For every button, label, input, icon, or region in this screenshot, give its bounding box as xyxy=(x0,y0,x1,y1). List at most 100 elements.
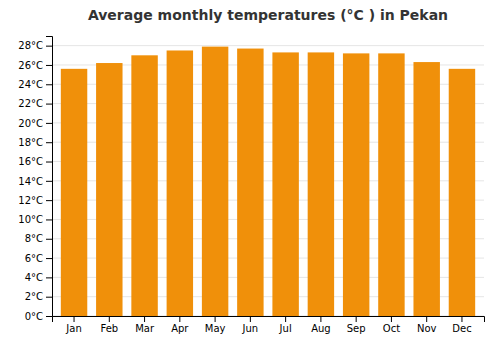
y-tick-mark xyxy=(46,181,52,182)
y-tick-label: 8°C xyxy=(25,233,43,244)
x-tick-label: Jan xyxy=(65,323,81,334)
y-tick: 12°C xyxy=(18,195,52,206)
bar xyxy=(308,52,334,316)
bar xyxy=(96,63,122,316)
bar xyxy=(237,49,263,316)
y-tick: 8°C xyxy=(25,233,52,244)
y-tick-mark xyxy=(46,65,52,66)
y-tick-mark xyxy=(46,239,52,240)
y-tick: 14°C xyxy=(18,176,52,187)
y-tick-label: 20°C xyxy=(18,118,43,129)
x-tick-label: Apr xyxy=(171,323,189,334)
y-tick-mark xyxy=(46,200,52,201)
x-tick-mark xyxy=(461,316,462,322)
y-tick: 28°C xyxy=(18,40,52,51)
y-tick-label: 4°C xyxy=(25,272,43,283)
bar xyxy=(167,50,193,316)
x-tick-label: Aug xyxy=(311,323,331,334)
x-tick-label: Mar xyxy=(135,323,155,334)
x-tick-mark xyxy=(320,316,321,322)
y-tick-mark xyxy=(46,316,52,317)
y-tick-mark xyxy=(46,46,52,47)
x-tick-label: Dec xyxy=(452,323,471,334)
y-tick-label: 16°C xyxy=(18,156,43,167)
y-axis-line xyxy=(46,37,53,317)
y-tick: 4°C xyxy=(25,272,52,283)
x-tick-mark xyxy=(356,316,357,322)
y-tick-label: 10°C xyxy=(18,214,43,225)
bar xyxy=(131,55,157,316)
x-tick-mark xyxy=(391,316,392,322)
y-tick: 18°C xyxy=(18,137,52,148)
y-tick-mark xyxy=(46,162,52,163)
x-tick-label: Jul xyxy=(279,323,292,334)
x-tick: Nov xyxy=(417,316,437,334)
y-tick: 0°C xyxy=(25,311,52,322)
y-tick: 22°C xyxy=(18,98,52,109)
x-tick-mark xyxy=(285,316,286,322)
y-tick-label: 26°C xyxy=(18,60,43,71)
y-tick-mark xyxy=(46,258,52,259)
x-tick: Jan xyxy=(65,316,81,334)
chart: 0°C 2°C 4°C 6°C 8°C 10°C 12°C 14°C 16°C 18°C 20°C 2… xyxy=(0,0,500,350)
y-tick-mark xyxy=(46,219,52,220)
y-tick: 24°C xyxy=(18,79,52,90)
y-tick: 6°C xyxy=(25,253,52,264)
x-tick-mark xyxy=(109,316,110,322)
y-tick: 16°C xyxy=(18,156,52,167)
bar xyxy=(378,53,404,316)
x-tick: Mar xyxy=(135,316,155,334)
x-tick: Apr xyxy=(171,316,189,334)
bar xyxy=(61,69,87,316)
y-tick-mark xyxy=(46,84,52,85)
y-tick-label: 2°C xyxy=(25,291,43,302)
x-tick-label: Jun xyxy=(242,323,259,334)
y-tick-label: 22°C xyxy=(18,98,43,109)
x-tick: Feb xyxy=(100,316,118,334)
y-tick: 20°C xyxy=(18,118,52,129)
x-tick-mark xyxy=(426,316,427,322)
y-tick-label: 12°C xyxy=(18,195,43,206)
x-tick-mark xyxy=(215,316,216,322)
x-tick: Jul xyxy=(279,316,292,334)
y-axis: 0°C 2°C 4°C 6°C 8°C 10°C 12°C 14°C 16°C 18°C 20°C 2… xyxy=(18,37,52,322)
y-tick-mark xyxy=(46,104,52,105)
y-tick-mark xyxy=(46,297,52,298)
x-tick-label: Oct xyxy=(383,323,400,334)
y-tick-mark xyxy=(46,142,52,143)
x-tick: May xyxy=(205,316,226,334)
x-tick-mark xyxy=(144,316,145,322)
y-tick-mark xyxy=(46,277,52,278)
bars xyxy=(61,47,475,316)
x-tick: Oct xyxy=(383,316,400,334)
bar xyxy=(343,53,369,316)
x-tick-mark xyxy=(74,316,75,322)
y-tick-label: 24°C xyxy=(18,79,43,90)
bar xyxy=(449,69,475,316)
grid xyxy=(52,46,484,316)
x-tick-label: Nov xyxy=(417,323,437,334)
x-tick-label: Sep xyxy=(347,323,366,334)
y-tick-label: 6°C xyxy=(25,253,43,264)
y-tick: 10°C xyxy=(18,214,52,225)
y-tick: 26°C xyxy=(18,60,52,71)
bar xyxy=(272,52,298,316)
x-tick-mark xyxy=(179,316,180,322)
x-tick-label: May xyxy=(205,323,226,334)
x-tick: Dec xyxy=(452,316,471,334)
y-tick-label: 28°C xyxy=(18,40,43,51)
y-tick: 2°C xyxy=(25,291,52,302)
plot: 0°C 2°C 4°C 6°C 8°C 10°C 12°C 14°C 16°C 18°C 20°C 2… xyxy=(18,37,484,335)
y-tick-label: 14°C xyxy=(18,176,43,187)
x-tick-label: Feb xyxy=(100,323,118,334)
grid-line xyxy=(52,45,484,46)
bar xyxy=(202,47,228,316)
y-tick-mark xyxy=(46,123,52,124)
x-tick: Aug xyxy=(311,316,331,334)
x-axis: Jan Feb Mar Apr May Jun Jul Aug Sep Oct Nov Dec xyxy=(53,316,485,334)
title: Average monthly temperatures (°C ) in Pe… xyxy=(88,7,448,23)
x-tick: Sep xyxy=(347,316,366,334)
x-tick-mark xyxy=(250,316,251,322)
y-tick-label: 18°C xyxy=(18,137,43,148)
bar xyxy=(413,62,439,316)
